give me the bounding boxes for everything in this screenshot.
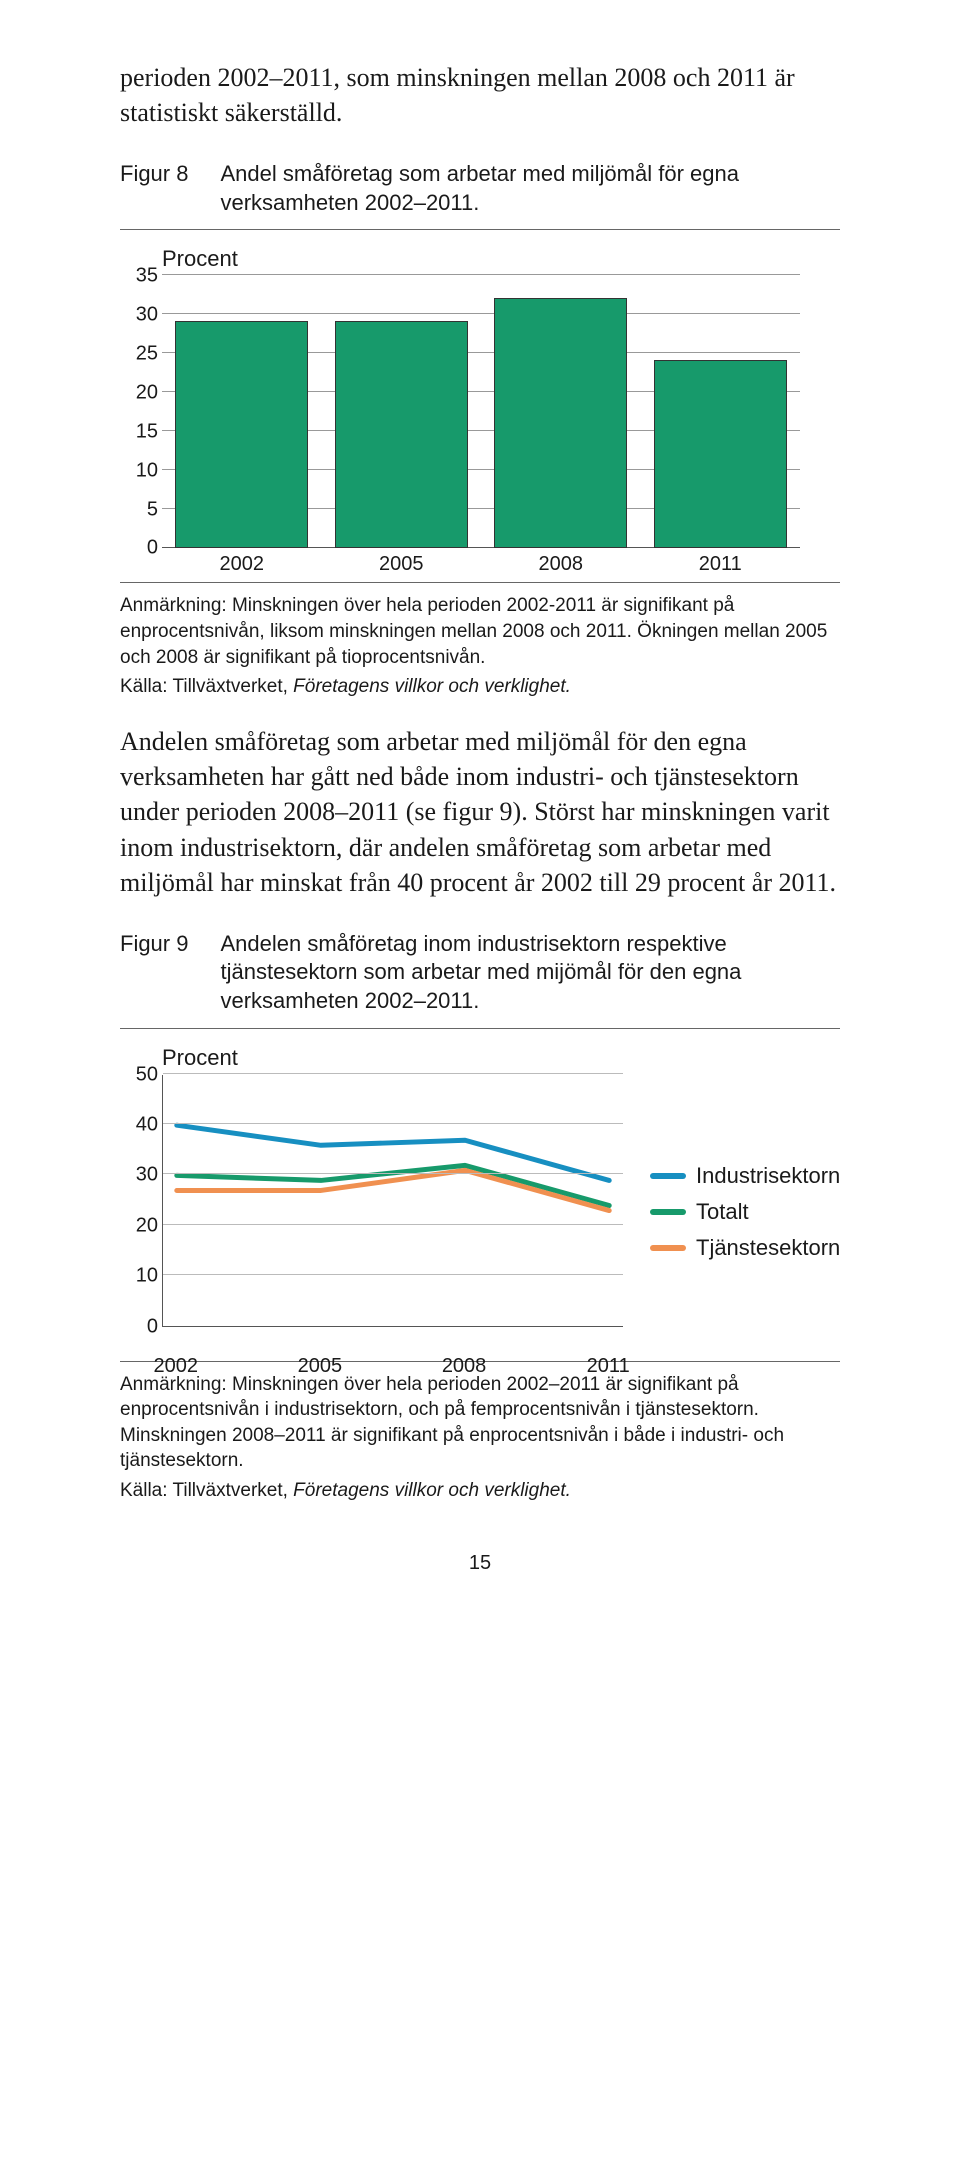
figure8-y-tick: 30 <box>120 304 158 327</box>
figure9-y-tick: 20 <box>120 1214 158 1237</box>
figure8-bars <box>162 276 800 548</box>
figure9-y-tick: 0 <box>120 1315 158 1338</box>
figure9-legend-swatch <box>650 1173 686 1179</box>
figure8-bar <box>175 321 308 548</box>
figure9-source: Källa: Tillväxtverket, Företagens villko… <box>120 1480 840 1502</box>
figure8-bar <box>654 360 787 549</box>
figure8-caption: Andel småföretag som arbetar med miljömå… <box>220 160 840 217</box>
figure9-legend-swatch <box>650 1209 686 1215</box>
figure9-legend-item: Industrisektorn <box>650 1163 840 1189</box>
figure9-series-line <box>177 1165 609 1205</box>
figure9-legend-item: Tjänstesektorn <box>650 1235 840 1261</box>
figure9-legend-label: Totalt <box>696 1199 749 1225</box>
figure8-note: Anmärkning: Minskningen över hela period… <box>120 593 840 670</box>
figure8-bottom-divider <box>120 582 840 583</box>
figure9-label: Figur 9 <box>120 930 188 1016</box>
figure9-y-tick: 10 <box>120 1265 158 1288</box>
figure8-heading: Figur 8 Andel småföretag som arbetar med… <box>120 160 840 217</box>
figure8-source: Källa: Tillväxtverket, Företagens villko… <box>120 676 840 698</box>
page-number: 15 <box>120 1552 840 1575</box>
figure9-caption: Andelen småföretag inom industrisektorn … <box>220 930 840 1016</box>
figure9-legend-label: Industrisektorn <box>696 1163 840 1189</box>
figure9-x-label: 2002 <box>154 1355 199 1378</box>
figure8-x-label: 2008 <box>481 553 641 576</box>
figure8-bar-slot <box>322 276 482 548</box>
figure9-legend: Industrisektorn Totalt Tjänstesektorn <box>650 1163 840 1271</box>
figure9-heading: Figur 9 Andelen småföretag inom industri… <box>120 930 840 1016</box>
figure9-legend-label: Tjänstesektorn <box>696 1235 840 1261</box>
figure9-note: Anmärkning: Minskningen över hela period… <box>120 1372 840 1475</box>
figure8-x-label: 2002 <box>162 553 322 576</box>
figure9-legend-item: Totalt <box>650 1199 840 1225</box>
figure9-top-divider <box>120 1028 840 1029</box>
figure9-chart: Procent 2002200520082011 Industrisektorn… <box>120 1045 840 1355</box>
figure8-gridline <box>162 274 800 275</box>
figure8-bar <box>335 321 468 548</box>
figure8-bar-slot <box>641 276 801 548</box>
figure8-y-tick: 10 <box>120 459 158 482</box>
figure8-y-tick: 0 <box>120 537 158 560</box>
figure9-gridline <box>163 1173 623 1174</box>
figure9-gridline <box>163 1274 623 1275</box>
figure9-axis-title: Procent <box>162 1045 840 1071</box>
figure8-bar-slot <box>481 276 641 548</box>
figure8-bar <box>494 298 627 549</box>
figure8-source-prefix: Källa: Tillväxtverket, <box>120 676 293 697</box>
figure8-y-tick: 25 <box>120 343 158 366</box>
figure8-x-labels: 2002200520082011 <box>162 553 800 576</box>
figure9-source-prefix: Källa: Tillväxtverket, <box>120 1480 293 1501</box>
figure9-x-label: 2008 <box>442 1355 487 1378</box>
page: perioden 2002–2011, som minskningen mell… <box>0 0 960 1645</box>
figure9-y-tick: 50 <box>120 1063 158 1086</box>
figure8-top-divider <box>120 229 840 230</box>
figure9-x-label: 2005 <box>298 1355 343 1378</box>
mid-paragraph: Andelen småföretag som arbetar med miljö… <box>120 724 840 899</box>
figure8-bar-chart: 2002200520082011 05101520253035 <box>120 276 800 576</box>
figure9-gridline <box>163 1123 623 1124</box>
figure8-y-tick: 5 <box>120 498 158 521</box>
figure8-y-tick: 20 <box>120 381 158 404</box>
intro-paragraph: perioden 2002–2011, som minskningen mell… <box>120 60 840 130</box>
figure9-gridline <box>163 1073 623 1074</box>
figure9-x-label: 2011 <box>587 1355 630 1378</box>
figure8-x-label: 2005 <box>322 553 482 576</box>
figure8-bar-slot <box>162 276 322 548</box>
figure9-svg <box>163 1075 623 1326</box>
figure8-axis-title: Procent <box>162 246 840 272</box>
figure8-source-emph: Företagens villkor och verklighet. <box>293 676 571 697</box>
figure9-y-tick: 40 <box>120 1113 158 1136</box>
figure9-legend-swatch <box>650 1245 686 1251</box>
figure8-label: Figur 8 <box>120 160 188 217</box>
figure8-y-tick: 35 <box>120 265 158 288</box>
figure9-source-emph: Företagens villkor och verklighet. <box>293 1480 571 1501</box>
figure9-plot-area <box>162 1075 623 1327</box>
figure8-y-tick: 15 <box>120 420 158 443</box>
figure8-x-label: 2011 <box>641 553 801 576</box>
figure9-y-tick: 30 <box>120 1164 158 1187</box>
figure9-gridline <box>163 1224 623 1225</box>
figure8-chart: Procent 2002200520082011 0 5 10 15 20 25 30 35 <box>120 246 840 576</box>
figure9-line-chart: 2002200520082011 IndustrisektornTotaltTj… <box>120 1075 800 1355</box>
